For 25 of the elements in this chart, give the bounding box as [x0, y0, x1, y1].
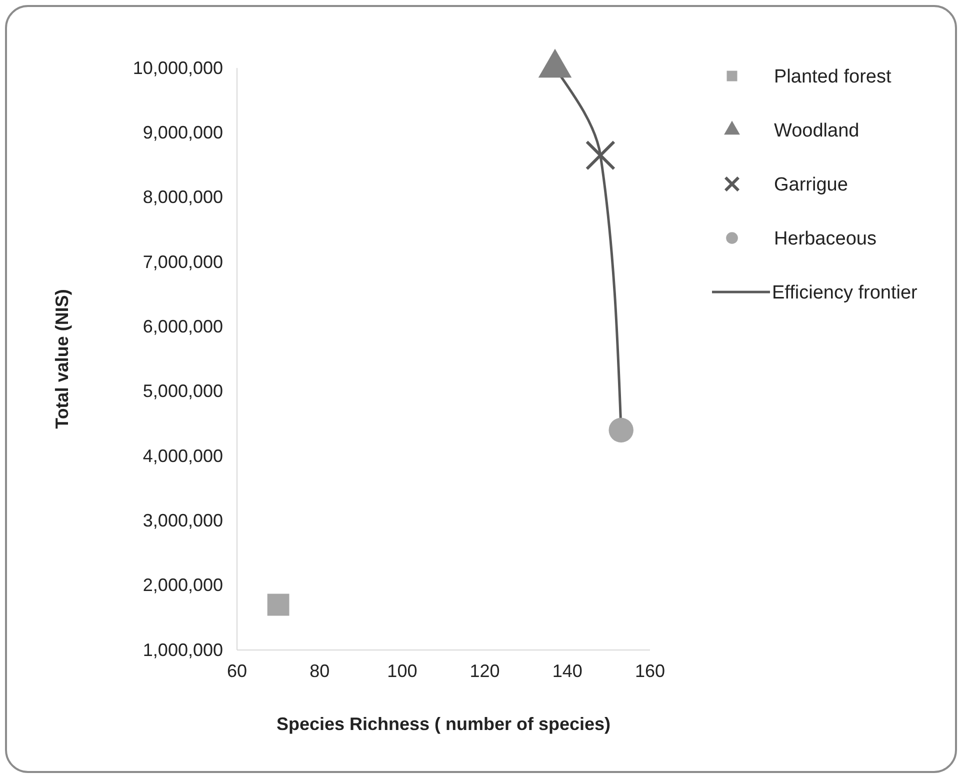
point	[267, 594, 290, 616]
y-tick-label: 7,000,000	[142, 252, 223, 272]
x-tick-label: 140	[552, 660, 582, 681]
x-tick-label: 60	[226, 660, 248, 681]
y-tick-label: 1,000,000	[142, 640, 223, 660]
y-tick-label: 6,000,000	[142, 316, 223, 336]
x-tick-label: 160	[634, 660, 666, 681]
y-tick-label: 8,000,000	[142, 187, 223, 208]
legend-label: Woodland	[774, 120, 860, 142]
y-tick-label: 4,000,000	[142, 446, 223, 466]
y-tick-label: 2,000,000	[142, 575, 223, 596]
y-tick-label: 3,000,000	[142, 510, 223, 530]
legend-label: Garrigue	[774, 174, 848, 196]
y-tick-label: 9,000,000	[142, 122, 223, 142]
x-axis-title: Species Richness ( number of species)	[276, 714, 611, 734]
x-tick-label: 80	[310, 660, 330, 681]
x-tick-label: 120	[470, 660, 500, 681]
point	[608, 418, 634, 442]
y-tick-label: 5,000,000	[142, 381, 223, 402]
legend-label: Planted forest	[774, 66, 892, 88]
legend-label: Efficiency frontier	[772, 282, 918, 304]
x-tick-label: 100	[387, 660, 418, 681]
legend-label: Herbaceous	[774, 228, 876, 250]
y-tick-label: 10,000,000	[132, 58, 223, 78]
y-axis-title: Total value (NIS)	[52, 289, 72, 429]
